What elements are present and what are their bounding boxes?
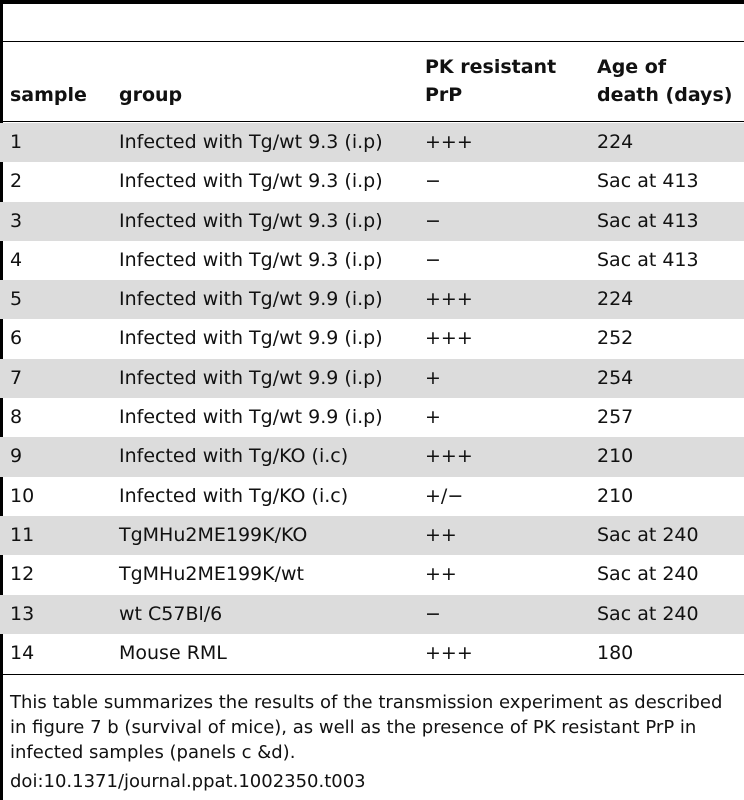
top-border-rule [0,0,744,4]
cell-sample: 8 [10,406,23,429]
cell-pk: ++ [425,563,457,586]
cell-pk: − [425,602,441,625]
cell-group: Infected with Tg/wt 9.3 (i.p) [119,209,383,232]
cell-sample: 7 [10,366,23,389]
header-age-line1: Age of [597,56,667,78]
cell-sample: 9 [10,445,23,468]
header-age-line2: death (days) [597,84,733,106]
table-row: 14 Mouse RML +++ 180 [0,634,744,673]
cell-group: Infected with Tg/wt 9.9 (i.p) [119,366,383,389]
cell-age: 257 [597,406,634,429]
table-row: 11 TgMHu2ME199K/KO ++ Sac at 240 [0,515,744,556]
table-row: 3 Infected with Tg/wt 9.3 (i.p) − Sac at… [0,201,744,241]
table-row: 7 Infected with Tg/wt 9.9 (i.p) + 254 [0,358,744,399]
cell-pk: +++ [425,445,473,468]
cell-sample: 1 [10,131,23,153]
cell-pk: +++ [425,641,473,664]
cell-group: Infected with Tg/wt 9.3 (i.p) [119,131,383,153]
cell-age: Sac at 413 [597,170,699,193]
header-pk-line2: PrP [425,84,463,106]
cell-sample: 11 [10,523,35,546]
cell-pk: +++ [425,327,473,350]
table-row: 2 Infected with Tg/wt 9.3 (i.p) − Sac at… [0,162,744,201]
cell-age: 210 [597,484,634,507]
cell-age: 210 [597,445,634,468]
header-pk-line1: PK resistant [425,56,557,78]
cell-group: Infected with Tg/wt 9.9 (i.p) [119,327,383,350]
cell-sample: 4 [10,248,23,271]
cell-group: Infected with Tg/wt 9.3 (i.p) [119,248,383,271]
cell-pk: − [425,209,441,232]
cell-group: Infected with Tg/KO (i.c) [119,445,349,468]
cell-sample: 2 [10,170,23,193]
cell-age: Sac at 240 [597,602,699,625]
table-row: 10 Infected with Tg/KO (i.c) +/− 210 [0,477,744,516]
cell-age: 180 [597,641,634,664]
cell-age: 224 [597,131,634,153]
cell-sample: 5 [10,288,23,311]
cell-group: Infected with Tg/wt 9.9 (i.p) [119,406,383,429]
header-group: group [119,84,183,106]
cell-age: Sac at 413 [597,209,699,232]
cell-age: 224 [597,288,634,311]
header-age-of-death: Age of death (days) [597,53,732,109]
table-row: 9 Infected with Tg/KO (i.c) +++ 210 [0,437,744,477]
cell-group: Mouse RML [119,641,227,664]
table-body: 1 Infected with Tg/wt 9.3 (i.p) +++ 224 … [0,123,744,673]
doi-text: doi:10.1371/journal.ppat.1002350.t003 [10,771,366,792]
table-row: 8 Infected with Tg/wt 9.9 (i.p) + 257 [0,398,744,437]
cell-pk: ++ [425,523,457,546]
cell-group: Infected with Tg/wt 9.3 (i.p) [119,170,383,193]
cell-pk: − [425,170,441,193]
cell-age: Sac at 413 [597,248,699,271]
header-sample: sample [10,84,87,106]
table-header: sample group PK resistant PrP Age of dea… [0,42,744,121]
cell-age: 254 [597,366,634,389]
table-row: 12 TgMHu2ME199K/wt ++ Sac at 240 [0,555,744,594]
table-row: 6 Infected with Tg/wt 9.9 (i.p) +++ 252 [0,319,744,358]
header-pk-resistant-prp: PK resistant PrP [425,53,556,109]
cell-pk: + [425,366,441,389]
cell-sample: 6 [10,327,23,350]
cell-age: 252 [597,327,634,350]
cell-sample: 14 [10,641,35,664]
table-row: 5 Infected with Tg/wt 9.9 (i.p) +++ 224 [0,280,744,320]
cell-age: Sac at 240 [597,563,699,586]
cell-sample: 12 [10,563,35,586]
cell-pk: +/− [425,484,464,507]
table-bottom-rule [0,674,744,675]
cell-pk: + [425,406,441,429]
cell-pk: − [425,248,441,271]
header-bottom-rule [0,121,744,122]
header-top-rule [0,41,744,42]
cell-group: TgMHu2ME199K/wt [119,563,304,586]
table-row: 1 Infected with Tg/wt 9.3 (i.p) +++ 224 [0,123,744,163]
cell-sample: 10 [10,484,35,507]
cell-group: wt C57Bl/6 [119,602,223,625]
cell-pk: +++ [425,131,473,153]
table-row: 13 wt C57Bl/6 − Sac at 240 [0,594,744,634]
table-row: 4 Infected with Tg/wt 9.3 (i.p) − Sac at… [0,241,744,280]
cell-pk: +++ [425,288,473,311]
cell-group: Infected with Tg/wt 9.9 (i.p) [119,288,383,311]
cell-age: Sac at 240 [597,523,699,546]
table-footnote: This table summarizes the results of the… [10,692,723,763]
cell-group: TgMHu2ME199K/KO [119,523,308,546]
left-border-rule [0,0,3,800]
cell-group: Infected with Tg/KO (i.c) [119,484,349,507]
cell-sample: 13 [10,602,35,625]
cell-sample: 3 [10,209,23,232]
